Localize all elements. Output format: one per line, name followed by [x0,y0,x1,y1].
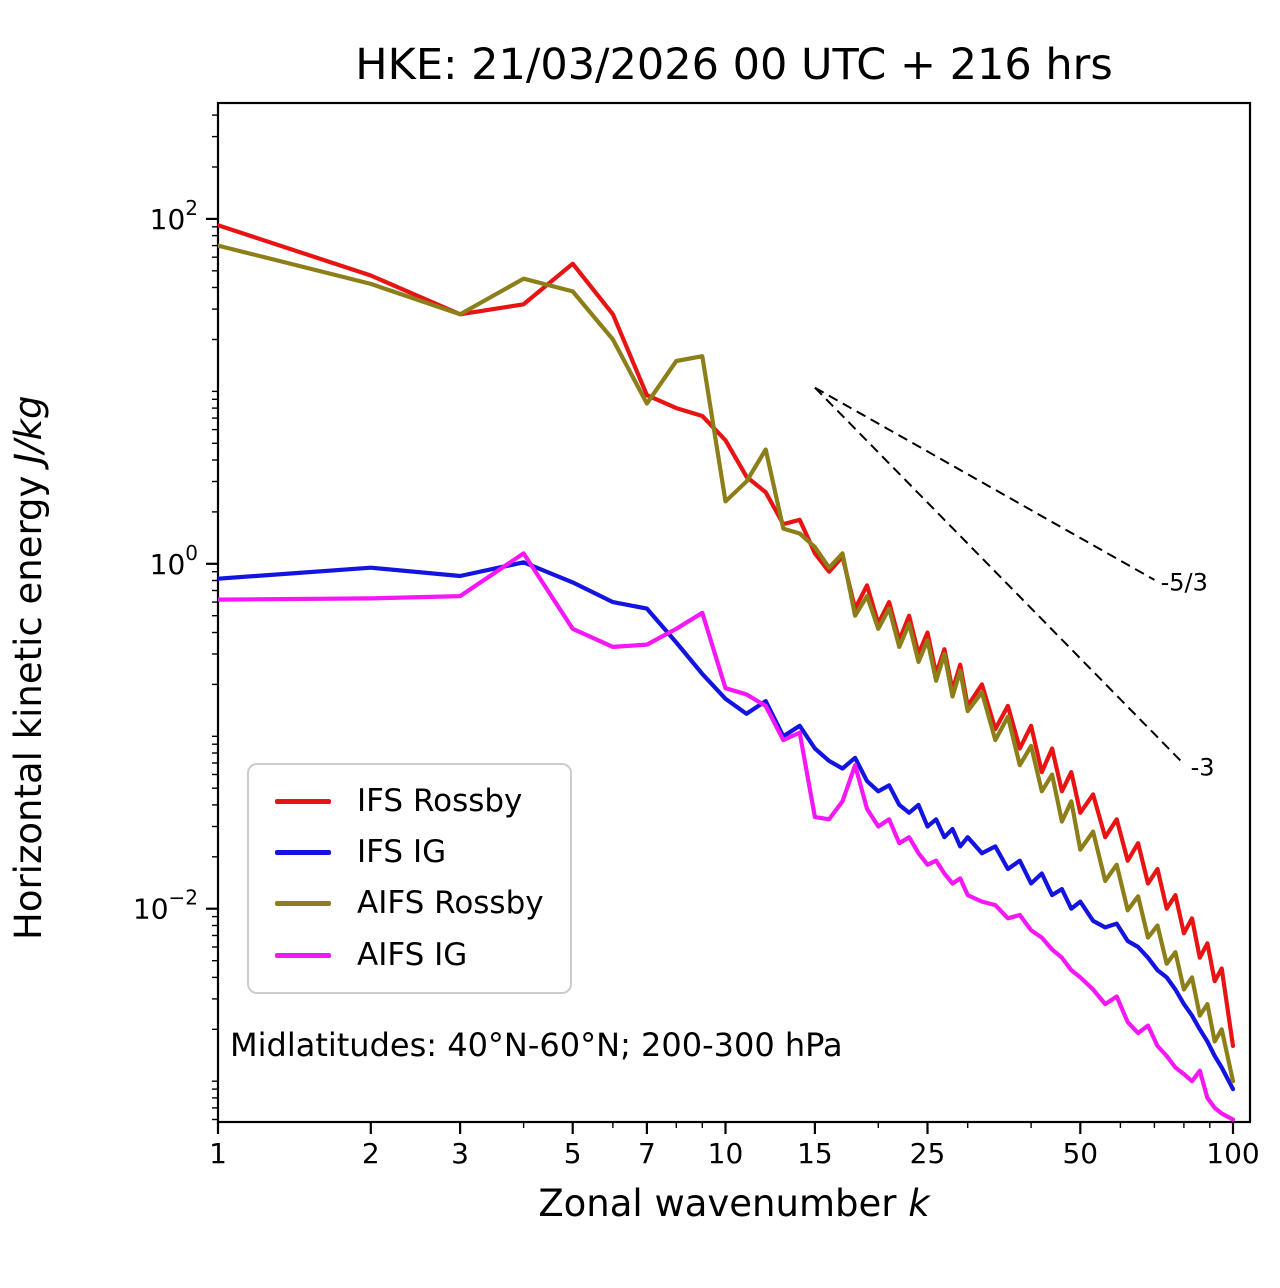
legend-swatch [275,952,331,958]
series-aifs-rossby [218,243,1236,1084]
legend-item-label: AIFS Rossby [357,885,544,922]
slope-guide-label: -3 [1191,753,1215,781]
legend-item-label: AIFS IG [357,936,468,973]
legend-item-label: IFS Rossby [357,783,523,819]
legend-swatch [275,799,331,805]
y-axis-label-text: Horizontal kinetic energy [7,463,50,940]
x-tick-label: 2 [362,1137,380,1170]
x-tick-label: 100 [1206,1137,1259,1170]
x-axis-label-text: Zonal wavenumber [538,1182,909,1225]
y-tick-label: 100 [150,541,198,581]
x-tick-label: 25 [910,1137,946,1170]
y-tick-label: 102 [150,196,198,236]
slope-guide-label: -5/3 [1161,568,1208,596]
legend: IFS Rossby IFS IG AIFS Rossby AIFS IG [247,763,572,994]
x-tick-label: 7 [638,1137,656,1170]
x-tick-label: 15 [797,1137,833,1170]
slope-guide-line [814,386,1185,765]
legend-item-label: IFS IG [357,834,447,871]
legend-item: IFS Rossby [275,783,544,820]
series-ifs-ig [218,560,1236,1092]
y-axis-label-units: J/kg [7,395,50,464]
axes-border [216,101,1252,1124]
x-axis-label: Zonal wavenumber k [218,1182,1250,1225]
series-aifs-ig [218,551,1236,1122]
slope-guide-line [814,386,1155,581]
region-annotation: Midlatitudes: 40°N-60°N; 200-300 hPa [230,1026,843,1064]
x-tick-label: 10 [708,1137,744,1170]
legend-swatch [275,850,331,856]
x-tick-label: 50 [1062,1137,1098,1170]
legend-swatch [275,901,331,907]
x-axis-label-symbol: k [908,1182,930,1225]
x-tick-label: 5 [564,1137,582,1170]
y-axis-label: Horizontal kinetic energy J/kg [7,396,50,940]
legend-item: AIFS Rossby [275,885,544,922]
legend-item: AIFS IG [275,937,544,974]
chart-title: HKE: 21/03/2026 00 UTC + 216 hrs [355,40,1113,90]
legend-item: IFS IG [275,834,544,871]
x-tick-label: 1 [209,1137,227,1170]
x-tick-label: 3 [451,1137,469,1170]
y-tick-label: 10−2 [133,886,198,926]
